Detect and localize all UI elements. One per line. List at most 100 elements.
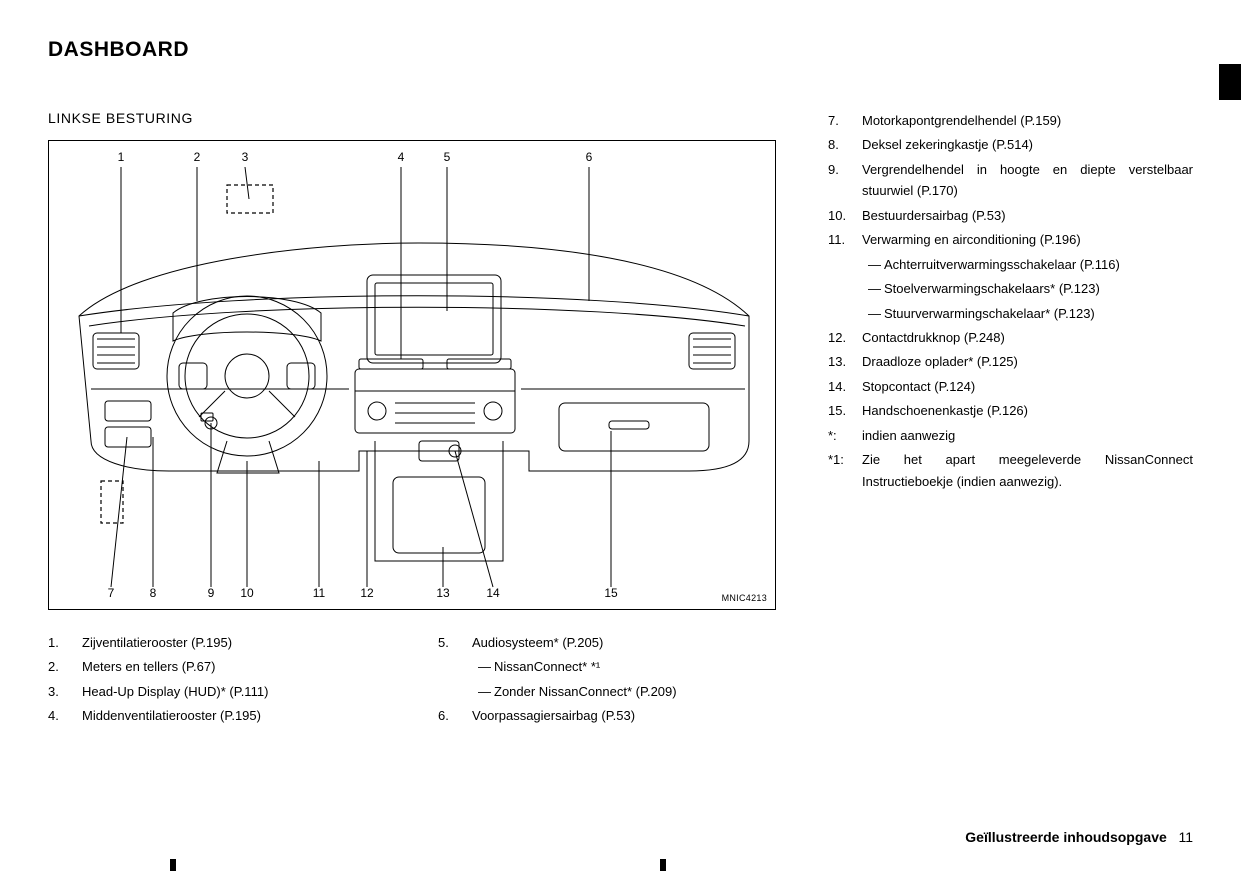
callout-label: 13 — [436, 586, 450, 600]
legend-text: Bestuurdersairbag (P.53) — [862, 205, 1193, 226]
page-tab-marker — [1219, 64, 1241, 100]
legend-number: 9. — [828, 159, 862, 202]
footer-section: Geïllustreerde inhoudsopgave — [965, 829, 1167, 845]
legend-number: *1: — [828, 449, 862, 492]
legend-subtext: Achterruitverwarmingsschakelaar (P.116) — [884, 254, 1120, 275]
callout-leader — [245, 167, 249, 199]
legend-subrow: —Stuurverwarmingschakelaar* (P.123) — [828, 303, 1193, 324]
callout-label: 2 — [194, 150, 201, 164]
legend-right-column: 7.Motorkapontgrendelhendel (P.159)8.Deks… — [828, 110, 1193, 730]
legend-text: Middenventilatierooster (P.195) — [82, 705, 408, 726]
callout-label: 8 — [150, 586, 157, 600]
legend-number: 2. — [48, 656, 82, 677]
legend-row: 3.Head-Up Display (HUD)* (P.111) — [48, 681, 408, 702]
legend-subtext: Stoelverwarmingschakelaars* (P.123) — [884, 278, 1100, 299]
legend-columns: 1.Zijventilatierooster (P.195)2.Meters e… — [48, 632, 798, 730]
callout-label: 9 — [208, 586, 215, 600]
legend-number: 11. — [828, 229, 862, 250]
legend-subrow: —Achterruitverwarmingsschakelaar (P.116) — [828, 254, 1193, 275]
dash-icon: — — [868, 278, 884, 299]
callout-label: 3 — [242, 150, 249, 164]
legend-text: Vergrendelhendel in hoogte en diepte ver… — [862, 159, 1193, 202]
legend-number: 8. — [828, 134, 862, 155]
legend-number: 14. — [828, 376, 862, 397]
legend-number: 10. — [828, 205, 862, 226]
dash-icon: — — [478, 681, 494, 702]
legend-number: 1. — [48, 632, 82, 653]
callout-label: 6 — [586, 150, 593, 164]
legend-column-1: 1.Zijventilatierooster (P.195)2.Meters e… — [48, 632, 408, 730]
callout-label: 12 — [360, 586, 374, 600]
legend-row: *:indien aanwezig — [828, 425, 1193, 446]
legend-subrow: —NissanConnect* *¹ — [438, 656, 798, 677]
legend-text: Deksel zekeringkastje (P.514) — [862, 134, 1193, 155]
legend-text: Head-Up Display (HUD)* (P.111) — [82, 681, 408, 702]
legend-row: 10.Bestuurdersairbag (P.53) — [828, 205, 1193, 226]
legend-row: 6.Voorpassagiersairbag (P.53) — [438, 705, 798, 726]
crop-mark — [660, 859, 666, 871]
legend-text: Zijventilatierooster (P.195) — [82, 632, 408, 653]
legend-row: 8.Deksel zekeringkastje (P.514) — [828, 134, 1193, 155]
legend-row: 13.Draadloze oplader* (P.125) — [828, 351, 1193, 372]
legend-number: *: — [828, 425, 862, 446]
callout-label: 1 — [118, 150, 125, 164]
legend-text: Draadloze oplader* (P.125) — [862, 351, 1193, 372]
callout-label: 14 — [486, 586, 500, 600]
dashed-box — [227, 185, 273, 213]
callout-label: 11 — [313, 586, 326, 600]
callout-label: 10 — [240, 586, 254, 600]
legend-row: 4.Middenventilatierooster (P.195) — [48, 705, 408, 726]
page-footer: Geïllustreerde inhoudsopgave 11 — [965, 829, 1193, 845]
footer-page-number: 11 — [1178, 829, 1193, 845]
legend-row: 15.Handschoenenkastje (P.126) — [828, 400, 1193, 421]
dashboard-svg: 123456789101112131415 — [49, 141, 775, 609]
callout-label: 5 — [444, 150, 451, 164]
legend-subtext: Stuurverwarmingschakelaar* (P.123) — [884, 303, 1095, 324]
legend-number: 5. — [438, 632, 472, 653]
legend-text: Voorpassagiersairbag (P.53) — [472, 705, 798, 726]
legend-number: 7. — [828, 110, 862, 131]
legend-text: indien aanwezig — [862, 425, 1193, 446]
legend-number: 3. — [48, 681, 82, 702]
section-subtitle: LINKSE BESTURING — [48, 110, 798, 126]
legend-text: Handschoenenkastje (P.126) — [862, 400, 1193, 421]
legend-column-2: 5.Audiosysteem* (P.205) —NissanConnect* *… — [438, 632, 798, 730]
legend-row: 5.Audiosysteem* (P.205) — [438, 632, 798, 653]
legend-text: Verwarming en airconditioning (P.196) — [862, 229, 1193, 250]
callout-label: 4 — [398, 150, 405, 164]
legend-row: 1.Zijventilatierooster (P.195) — [48, 632, 408, 653]
dashboard-figure: 123456789101112131415 MNIC4213 — [48, 140, 776, 610]
legend-row: 2.Meters en tellers (P.67) — [48, 656, 408, 677]
legend-text: Meters en tellers (P.67) — [82, 656, 408, 677]
dash-icon: — — [868, 303, 884, 324]
legend-number: 4. — [48, 705, 82, 726]
legend-number: 6. — [438, 705, 472, 726]
legend-row: 9.Vergrendelhendel in hoogte en diepte v… — [828, 159, 1193, 202]
legend-row: 11.Verwarming en airconditioning (P.196) — [828, 229, 1193, 250]
legend-text: Motorkapontgrendelhendel (P.159) — [862, 110, 1193, 131]
content-wrapper: LINKSE BESTURING — [48, 110, 1193, 730]
legend-subrow: —Zonder NissanConnect* (P.209) — [438, 681, 798, 702]
left-column: LINKSE BESTURING — [48, 110, 798, 730]
page-title: DASHBOARD — [48, 38, 1193, 62]
legend-row: *1:Zie het apart meegeleverde NissanConn… — [828, 449, 1193, 492]
callout-leader — [111, 437, 127, 587]
legend-text: Audiosysteem* (P.205) — [472, 632, 798, 653]
dash-icon: — — [478, 656, 494, 677]
legend-subrow: —Stoelverwarmingschakelaars* (P.123) — [828, 278, 1193, 299]
legend-text: Contactdrukknop (P.248) — [862, 327, 1193, 348]
legend-text: Zie het apart meegeleverde NissanConnect… — [862, 449, 1193, 492]
dash-icon: — — [868, 254, 884, 275]
legend-text: Stopcontact (P.124) — [862, 376, 1193, 397]
legend-number: 15. — [828, 400, 862, 421]
crop-mark — [170, 859, 176, 871]
figure-id: MNIC4213 — [722, 593, 767, 603]
callout-label: 7 — [108, 586, 115, 600]
legend-subtext: NissanConnect* *¹ — [494, 656, 600, 677]
legend-number: 13. — [828, 351, 862, 372]
callout-leader — [455, 451, 493, 587]
callout-label: 15 — [604, 586, 618, 600]
legend-row: 12.Contactdrukknop (P.248) — [828, 327, 1193, 348]
legend-number: 12. — [828, 327, 862, 348]
legend-row: 7.Motorkapontgrendelhendel (P.159) — [828, 110, 1193, 131]
